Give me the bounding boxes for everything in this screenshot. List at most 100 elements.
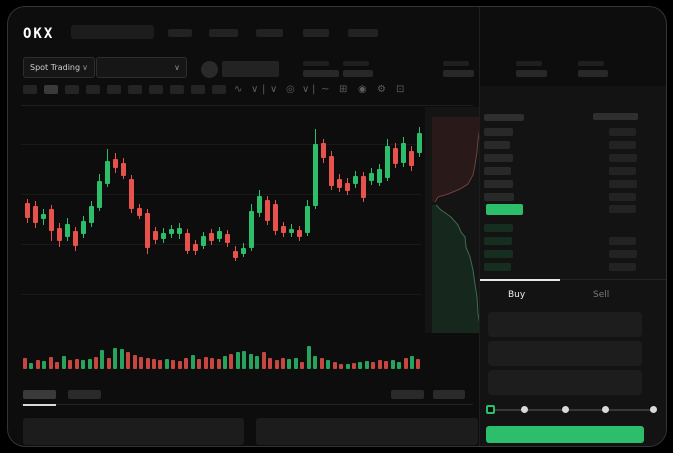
bid-row-price[interactable]: [484, 237, 512, 245]
nav-item[interactable]: [303, 29, 329, 37]
slider-stop[interactable]: [521, 406, 528, 413]
toolbar-divider: [21, 105, 473, 106]
timeframe-button[interactable]: [23, 85, 37, 94]
bid-row-amount[interactable]: [609, 237, 636, 245]
slider-handle[interactable]: [486, 405, 495, 414]
bottom-action[interactable]: [391, 390, 424, 399]
bottom-action[interactable]: [433, 390, 465, 399]
volume-bar: [93, 357, 98, 369]
ask-row-price[interactable]: [484, 141, 510, 149]
bottom-tab[interactable]: [23, 390, 56, 399]
bid-row-amount[interactable]: [609, 263, 636, 271]
ask-row-amount[interactable]: [609, 154, 637, 162]
ask-row-price[interactable]: [484, 154, 513, 162]
ask-row-amount[interactable]: [609, 193, 636, 201]
bid-row-price[interactable]: [484, 224, 513, 232]
ask-row-price[interactable]: [484, 180, 513, 188]
candle-body: [385, 146, 390, 178]
volume-bar: [229, 354, 234, 369]
timeframe-button[interactable]: [149, 85, 163, 94]
candle-body: [401, 143, 406, 163]
slider-stop[interactable]: [602, 406, 609, 413]
candle-body: [25, 203, 30, 218]
bid-row-amount[interactable]: [609, 250, 637, 258]
indicators-icon[interactable]: ◎: [286, 84, 295, 95]
ask-row-amount[interactable]: [609, 180, 637, 188]
candle-body: [345, 183, 350, 191]
volume-bar: [139, 357, 144, 369]
timeframe-button[interactable]: [86, 85, 100, 94]
timeframe-button[interactable]: [128, 85, 142, 94]
trendline-icon[interactable]: ~: [321, 84, 330, 95]
bid-row-price[interactable]: [484, 263, 511, 271]
nav-item[interactable]: [209, 29, 238, 37]
volume-bar: [377, 360, 382, 369]
timeframe-button[interactable]: [107, 85, 121, 94]
candle-body: [33, 206, 38, 223]
chevron-down-icon[interactable]: ∨: [302, 84, 310, 95]
volume-bar: [274, 360, 279, 369]
candle-body: [41, 214, 46, 219]
chart-type-icon[interactable]: ∿: [234, 84, 243, 95]
volume-bar: [390, 360, 395, 369]
compare-icon[interactable]: ⊞: [339, 84, 348, 95]
timeframe-button[interactable]: [191, 85, 205, 94]
buy-button[interactable]: [486, 426, 644, 443]
ask-row-amount[interactable]: [609, 167, 636, 175]
settings-icon[interactable]: ⚙: [377, 84, 386, 95]
chevron-down-icon: ∨: [82, 62, 88, 72]
volume-bar: [74, 359, 79, 369]
volume-bar: [68, 360, 73, 369]
ask-row-price[interactable]: [484, 128, 513, 136]
candle-body: [249, 211, 254, 248]
timeframe-button[interactable]: [65, 85, 79, 94]
stat-label-skeleton: [443, 61, 469, 66]
volume-bar: [190, 355, 195, 369]
order-input-field[interactable]: [488, 370, 642, 395]
market-type-dropdown[interactable]: Spot Trading ∨: [23, 57, 95, 78]
nav-item[interactable]: [256, 29, 283, 37]
volume-bar: [287, 359, 292, 369]
candle-body: [313, 144, 318, 206]
stat-value-skeleton: [578, 70, 608, 77]
candle-body: [265, 200, 270, 221]
orderbook-header-price: [484, 114, 524, 121]
candle-body: [305, 206, 310, 233]
fullscreen-icon[interactable]: ⊡: [396, 84, 405, 95]
bottom-tab[interactable]: [68, 390, 101, 399]
stat-label-skeleton: [578, 61, 604, 66]
search-input[interactable]: [71, 25, 154, 39]
order-input-field[interactable]: [488, 312, 642, 337]
ask-row-price[interactable]: [484, 193, 514, 201]
bottom-tab-indicator: [23, 404, 56, 406]
ask-row-amount[interactable]: [609, 128, 636, 136]
volume-bar: [358, 362, 363, 369]
tab-sell[interactable]: Sell: [593, 290, 610, 300]
order-input-field[interactable]: [488, 341, 642, 366]
gridline: [21, 244, 421, 245]
candle-body: [217, 231, 222, 239]
tab-buy[interactable]: Buy: [508, 290, 526, 300]
volume-bar: [203, 357, 208, 369]
slider-track[interactable]: [490, 409, 653, 411]
timeframe-button[interactable]: [44, 85, 58, 94]
chevron-down-icon[interactable]: ∨: [270, 84, 278, 95]
ask-row-amount[interactable]: [609, 205, 636, 213]
timeframe-button[interactable]: [212, 85, 226, 94]
slider-stop[interactable]: [650, 406, 657, 413]
candle-body: [81, 221, 86, 234]
chevron-down-icon[interactable]: ∨: [251, 84, 259, 95]
volume-bar: [306, 346, 311, 369]
camera-icon[interactable]: ◉: [358, 84, 367, 95]
timeframe-button[interactable]: [170, 85, 184, 94]
stat-label-skeleton: [516, 61, 542, 66]
slider-stop[interactable]: [562, 406, 569, 413]
bid-row-price[interactable]: [484, 250, 513, 258]
volume-bar: [222, 356, 227, 369]
nav-item[interactable]: [348, 29, 378, 37]
ask-row-price[interactable]: [484, 167, 511, 175]
volume-bar: [184, 358, 189, 369]
ask-row-amount[interactable]: [609, 141, 636, 149]
pair-dropdown[interactable]: ∨: [96, 57, 187, 78]
nav-item[interactable]: [168, 29, 192, 37]
